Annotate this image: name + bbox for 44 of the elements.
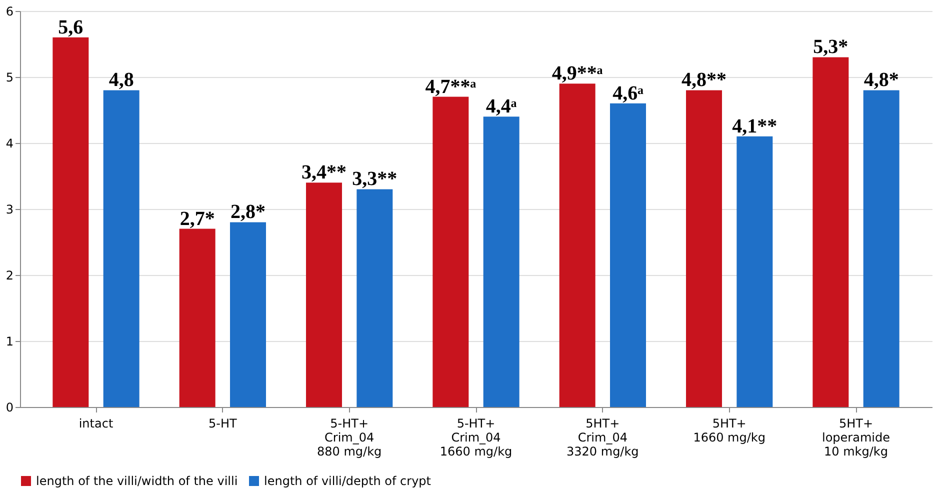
- bar: [686, 90, 722, 407]
- data-label: 4,8*: [864, 69, 899, 92]
- bar: [432, 96, 469, 407]
- data-label: 4,8**: [682, 69, 726, 92]
- data-label: 4,4ᵃ: [486, 96, 517, 118]
- x-tick-label: 5HT+ 1660 mg/kg: [693, 416, 766, 444]
- bar: [103, 90, 140, 407]
- y-tick-label: 6: [6, 4, 14, 18]
- legend-label: length of villi/depth of crypt: [264, 474, 432, 488]
- bar: [736, 136, 773, 407]
- bar: [356, 189, 393, 407]
- data-label: 4,9**ᵃ: [552, 62, 603, 85]
- data-label: 5,6: [58, 16, 84, 38]
- y-tick-label: 2: [6, 268, 14, 282]
- data-label: 4,8: [108, 69, 134, 92]
- bar: [52, 37, 89, 407]
- x-tick-label: intact: [78, 416, 114, 430]
- data-label: 4,1**: [732, 115, 778, 138]
- bar: [610, 103, 646, 407]
- data-label: 4,7**ᵃ: [425, 76, 476, 98]
- data-label: 3,4**: [302, 162, 346, 184]
- x-tick-label: 5-HT+ Crim_04 880 mg/kg: [317, 416, 382, 458]
- data-label: 2,7*: [180, 208, 215, 230]
- data-label: 2,8*: [230, 201, 266, 224]
- data-label: 3,3**: [352, 168, 398, 190]
- y-tick-label: 1: [6, 334, 14, 348]
- bar: [863, 90, 900, 407]
- data-label: 4,6ᵃ: [612, 82, 644, 104]
- bar: [812, 57, 849, 407]
- bar: [306, 182, 342, 407]
- x-tick-label: 5HT+ Crim_04 3320 mg/kg: [566, 416, 639, 458]
- bar: [559, 84, 596, 407]
- y-tick-label: 3: [6, 202, 14, 216]
- y-tick-label: 0: [6, 400, 14, 414]
- x-tick-label: 5-HT: [208, 416, 238, 430]
- x-tick-label: 5-HT+ Crim_04 1660 mg/kg: [440, 416, 512, 458]
- y-tick-label: 4: [6, 136, 14, 150]
- bar: [230, 222, 266, 407]
- y-tick-label: 5: [6, 70, 14, 84]
- data-label: 5,3*: [813, 36, 848, 58]
- bar: [179, 228, 216, 407]
- x-tick-label: 5HT+ loperamide 10 mkg/kg: [822, 416, 890, 458]
- bar: [483, 116, 520, 407]
- legend-label: length of the villi/width of the villi: [36, 474, 238, 488]
